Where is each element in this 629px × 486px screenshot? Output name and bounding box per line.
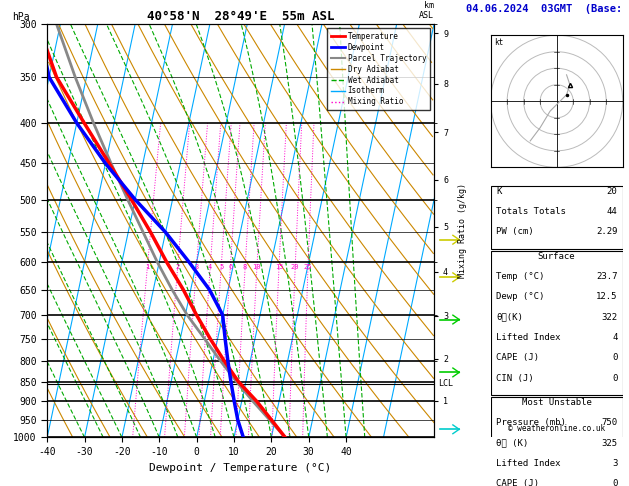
Text: θᴇ (K): θᴇ (K)	[496, 439, 528, 448]
Legend: Temperature, Dewpoint, Parcel Trajectory, Dry Adiabat, Wet Adiabat, Isotherm, Mi: Temperature, Dewpoint, Parcel Trajectory…	[327, 28, 430, 110]
Text: 322: 322	[601, 312, 618, 322]
X-axis label: Dewpoint / Temperature (°C): Dewpoint / Temperature (°C)	[150, 463, 331, 473]
Text: Mixing Ratio (g/kg): Mixing Ratio (g/kg)	[458, 183, 467, 278]
Text: 2.29: 2.29	[596, 227, 618, 236]
Text: 04.06.2024  03GMT  (Base: 12): 04.06.2024 03GMT (Base: 12)	[466, 4, 629, 14]
Title: 40°58'N  28°49'E  55m ASL: 40°58'N 28°49'E 55m ASL	[147, 10, 335, 23]
Text: 23.7: 23.7	[596, 272, 618, 281]
Text: 20: 20	[607, 187, 618, 196]
Text: 5: 5	[219, 264, 223, 271]
Text: CAPE (J): CAPE (J)	[496, 479, 539, 486]
Text: 44: 44	[607, 207, 618, 216]
Text: 1: 1	[145, 264, 150, 271]
Text: LCL: LCL	[438, 379, 453, 388]
Text: 25: 25	[304, 264, 312, 271]
Text: 4: 4	[612, 333, 618, 342]
Text: Dewp (°C): Dewp (°C)	[496, 293, 544, 301]
Text: km
ASL: km ASL	[419, 1, 434, 20]
Bar	[491, 186, 623, 249]
Bar	[491, 251, 623, 395]
Text: kt: kt	[494, 38, 503, 47]
Text: CIN (J): CIN (J)	[496, 374, 533, 382]
Text: © weatheronline.co.uk: © weatheronline.co.uk	[508, 424, 605, 433]
Text: 0: 0	[612, 479, 618, 486]
Text: 3: 3	[612, 459, 618, 468]
Text: Surface: Surface	[538, 252, 576, 261]
Text: 4: 4	[208, 264, 213, 271]
Text: Totals Totals: Totals Totals	[496, 207, 565, 216]
Text: 15: 15	[275, 264, 283, 271]
Text: 750: 750	[601, 418, 618, 427]
Text: 3: 3	[194, 264, 199, 271]
Text: 0: 0	[612, 374, 618, 382]
Text: CAPE (J): CAPE (J)	[496, 353, 539, 362]
Text: 8: 8	[243, 264, 247, 271]
Text: Most Unstable: Most Unstable	[521, 398, 592, 407]
Text: 10: 10	[253, 264, 261, 271]
Text: Lifted Index: Lifted Index	[496, 459, 560, 468]
Text: Lifted Index: Lifted Index	[496, 333, 560, 342]
Text: 12.5: 12.5	[596, 293, 618, 301]
Text: PW (cm): PW (cm)	[496, 227, 533, 236]
Text: 6: 6	[228, 264, 233, 271]
Text: hPa: hPa	[13, 12, 30, 22]
Text: 2: 2	[175, 264, 180, 271]
Text: K: K	[496, 187, 501, 196]
Text: Pressure (mb): Pressure (mb)	[496, 418, 565, 427]
Text: 325: 325	[601, 439, 618, 448]
Text: 20: 20	[291, 264, 299, 271]
Text: Temp (°C): Temp (°C)	[496, 272, 544, 281]
Text: θᴇ(K): θᴇ(K)	[496, 312, 523, 322]
Bar	[491, 397, 623, 486]
Text: 0: 0	[612, 353, 618, 362]
